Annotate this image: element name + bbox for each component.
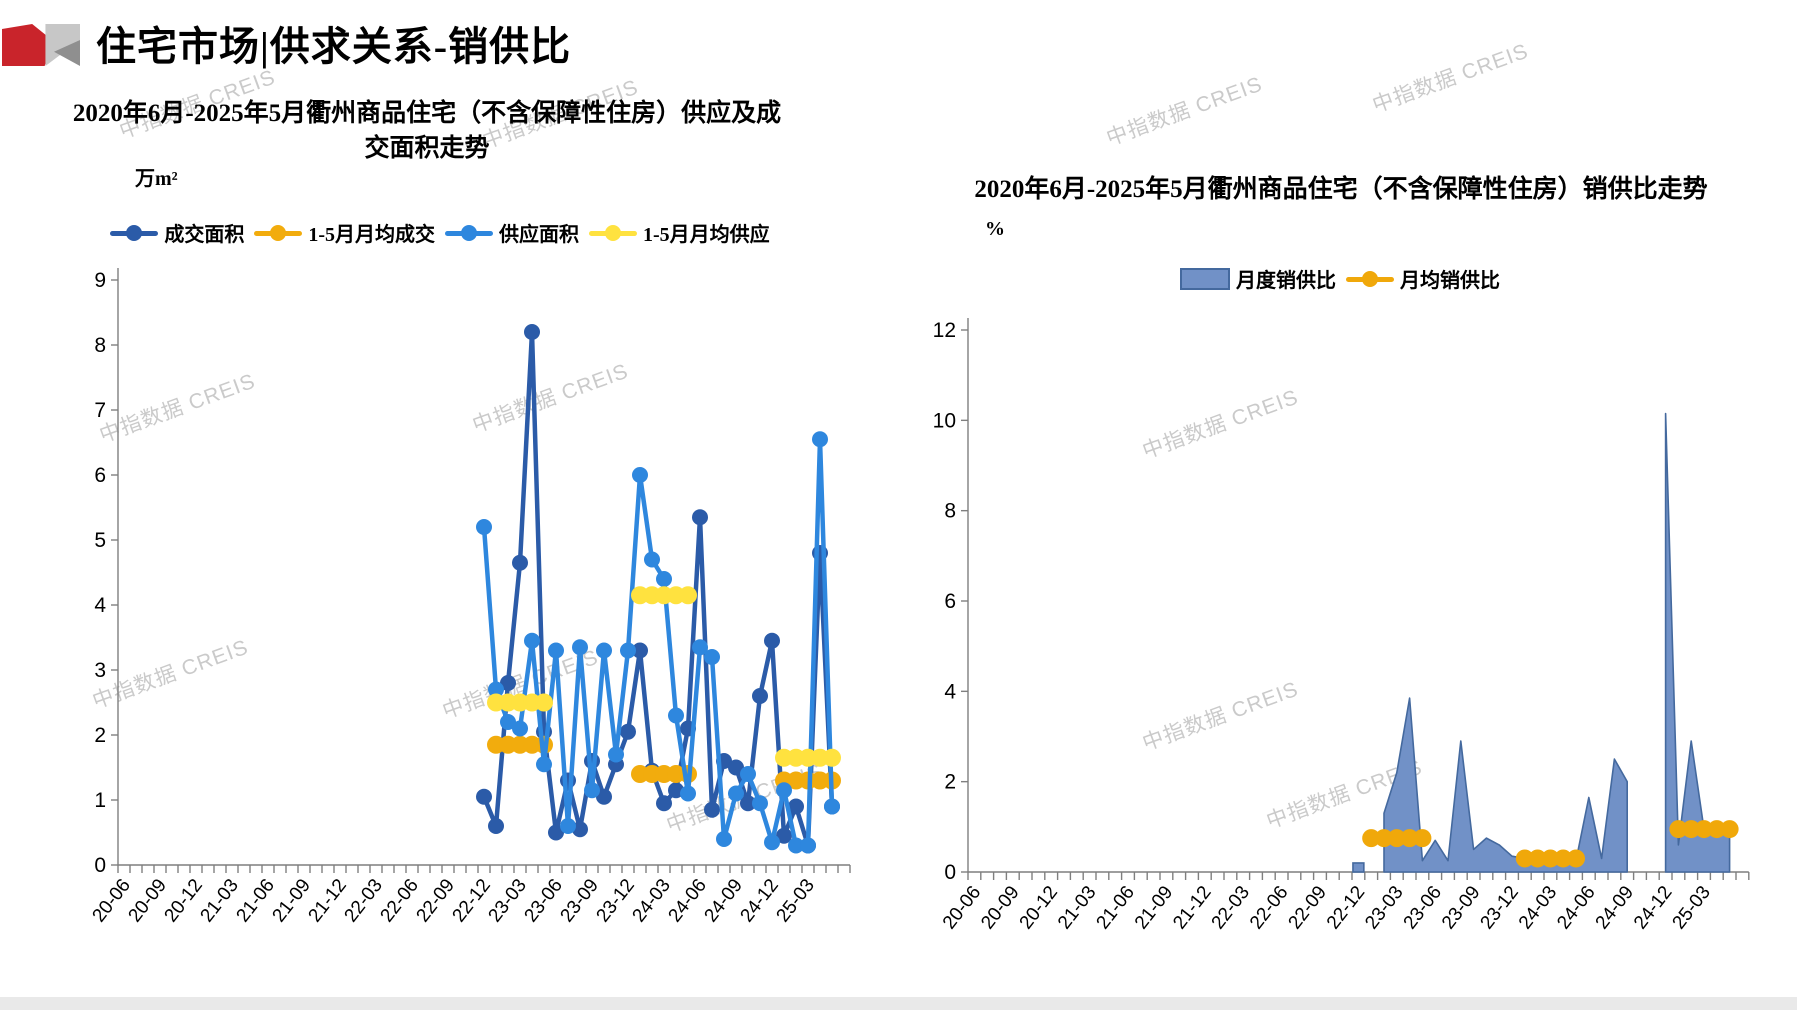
svg-text:4: 4 (944, 680, 956, 703)
legend-marker-transaction-area (110, 223, 159, 243)
svg-text:23-09: 23-09 (1438, 882, 1484, 933)
svg-text:8: 8 (94, 334, 106, 357)
series-ratio (1352, 412, 1731, 873)
legend-marker-avg-transaction (254, 223, 303, 243)
legend-marker-avg-supply (589, 223, 637, 243)
right-chart-title: 2020年6月-2025年5月衢州商品住宅（不含保障性住房）销供比走势 (974, 176, 1708, 203)
svg-text:24-12: 24-12 (1630, 882, 1676, 933)
svg-text:23-03: 23-03 (1361, 882, 1407, 933)
svg-text:20-06: 20-06 (939, 882, 985, 933)
sales-supply-ratio-chart: 02468101220-0620-0920-1221-0321-0621-092… (933, 318, 1750, 933)
legend-label: 成交面积 (164, 224, 245, 246)
legend-item-avg-ratio: 月均销供比 (1346, 264, 1500, 293)
page-title: 住宅市场|供求关系-销供比 (96, 24, 572, 69)
svg-text:23-12: 23-12 (592, 875, 638, 926)
svg-text:24-03: 24-03 (1515, 882, 1561, 933)
svg-text:24-06: 24-06 (1553, 882, 1599, 933)
legend-marker-supply-area (445, 223, 493, 243)
svg-text:23-06: 23-06 (520, 875, 566, 926)
svg-text:24-06: 24-06 (664, 875, 710, 926)
svg-text:2: 2 (944, 771, 956, 794)
svg-text:22-06: 22-06 (376, 875, 422, 926)
svg-text:6: 6 (944, 590, 956, 613)
legend-label: 1-5月月均成交 (308, 224, 435, 246)
legend-marker-monthly-ratio (1180, 267, 1230, 290)
legend-label: 供应面积 (499, 224, 579, 246)
svg-text:22-09: 22-09 (1284, 882, 1330, 933)
right-chart-unit-label: % (985, 218, 1005, 240)
svg-text:22-06: 22-06 (1246, 882, 1292, 933)
watermark: 中指数据 CREIS (1369, 39, 1532, 118)
svg-text:22-03: 22-03 (340, 875, 386, 926)
legend-item-avg-supply: 1-5月月均供应 (589, 218, 770, 247)
creis-logo (2, 22, 82, 68)
svg-text:21-03: 21-03 (1054, 882, 1100, 933)
svg-text:10: 10 (933, 409, 956, 432)
left-chart-title: 2020年6月-2025年5月衢州商品住宅（不含保障性住房）供应及成交面积走势 (72, 100, 782, 162)
legend-item-monthly-ratio: 月度销供比 (1180, 264, 1336, 293)
svg-text:23-06: 23-06 (1400, 882, 1446, 933)
legend-marker-avg-ratio (1346, 269, 1394, 289)
legend-label: 月均销供比 (1400, 270, 1500, 292)
svg-text:0: 0 (94, 854, 106, 877)
svg-text:12: 12 (933, 319, 956, 342)
legend-item-supply-area: 供应面积 (445, 218, 579, 247)
svg-text:23-03: 23-03 (484, 875, 530, 926)
svg-text:6: 6 (94, 464, 106, 487)
watermark: 中指数据 CREIS (1103, 72, 1266, 151)
svg-text:1: 1 (94, 789, 106, 812)
svg-text:20-09: 20-09 (124, 875, 170, 926)
svg-text:20-06: 20-06 (88, 875, 134, 926)
svg-text:5: 5 (94, 529, 106, 552)
svg-text:8: 8 (944, 500, 956, 523)
left-chart-legend: 成交面积 1-5月月均成交 供应面积 1-5月月均供应 (60, 218, 820, 247)
svg-text:4: 4 (94, 594, 106, 617)
svg-text:7: 7 (94, 399, 106, 422)
legend-label: 月度销供比 (1236, 270, 1336, 292)
svg-text:25-03: 25-03 (1668, 882, 1714, 933)
series-ratio_avg (1362, 820, 1739, 868)
svg-text:24-12: 24-12 (736, 875, 782, 926)
svg-text:24-09: 24-09 (1592, 882, 1638, 933)
svg-text:21-09: 21-09 (268, 875, 314, 926)
svg-text:23-12: 23-12 (1476, 882, 1522, 933)
svg-text:24-09: 24-09 (700, 875, 746, 926)
svg-text:21-06: 21-06 (1092, 882, 1138, 933)
svg-text:2: 2 (94, 724, 106, 747)
svg-text:22-12: 22-12 (1323, 882, 1369, 933)
right-chart-legend: 月度销供比 月均销供比 (905, 264, 1775, 293)
legend-item-avg-transaction: 1-5月月均成交 (254, 218, 435, 247)
svg-text:21-12: 21-12 (304, 875, 350, 926)
svg-text:0: 0 (944, 861, 956, 884)
svg-text:21-06: 21-06 (232, 875, 278, 926)
svg-text:3: 3 (94, 659, 106, 682)
svg-text:24-03: 24-03 (628, 875, 674, 926)
svg-text:21-03: 21-03 (196, 875, 242, 926)
svg-text:22-09: 22-09 (412, 875, 458, 926)
footer-strip (0, 997, 1797, 1010)
svg-text:22-03: 22-03 (1208, 882, 1254, 933)
series-supply (476, 431, 840, 854)
svg-text:25-03: 25-03 (772, 875, 818, 926)
left-chart-unit-label: 万m² (135, 168, 178, 190)
svg-text:9: 9 (94, 269, 106, 292)
svg-text:23-09: 23-09 (556, 875, 602, 926)
legend-item-transaction-area: 成交面积 (110, 218, 244, 247)
svg-text:21-09: 21-09 (1131, 882, 1177, 933)
svg-text:20-12: 20-12 (160, 875, 206, 926)
series-supply_avg (487, 586, 841, 767)
svg-text:20-12: 20-12 (1016, 882, 1062, 933)
svg-text:22-12: 22-12 (448, 875, 494, 926)
svg-text:21-12: 21-12 (1169, 882, 1215, 933)
legend-label: 1-5月月均供应 (643, 224, 770, 246)
svg-text:20-09: 20-09 (977, 882, 1023, 933)
supply-transaction-trend-chart: 0 1 2 3 4 5 6 7 8 9 20-0620-0920-1221-0321-0621-09… (88, 268, 851, 926)
